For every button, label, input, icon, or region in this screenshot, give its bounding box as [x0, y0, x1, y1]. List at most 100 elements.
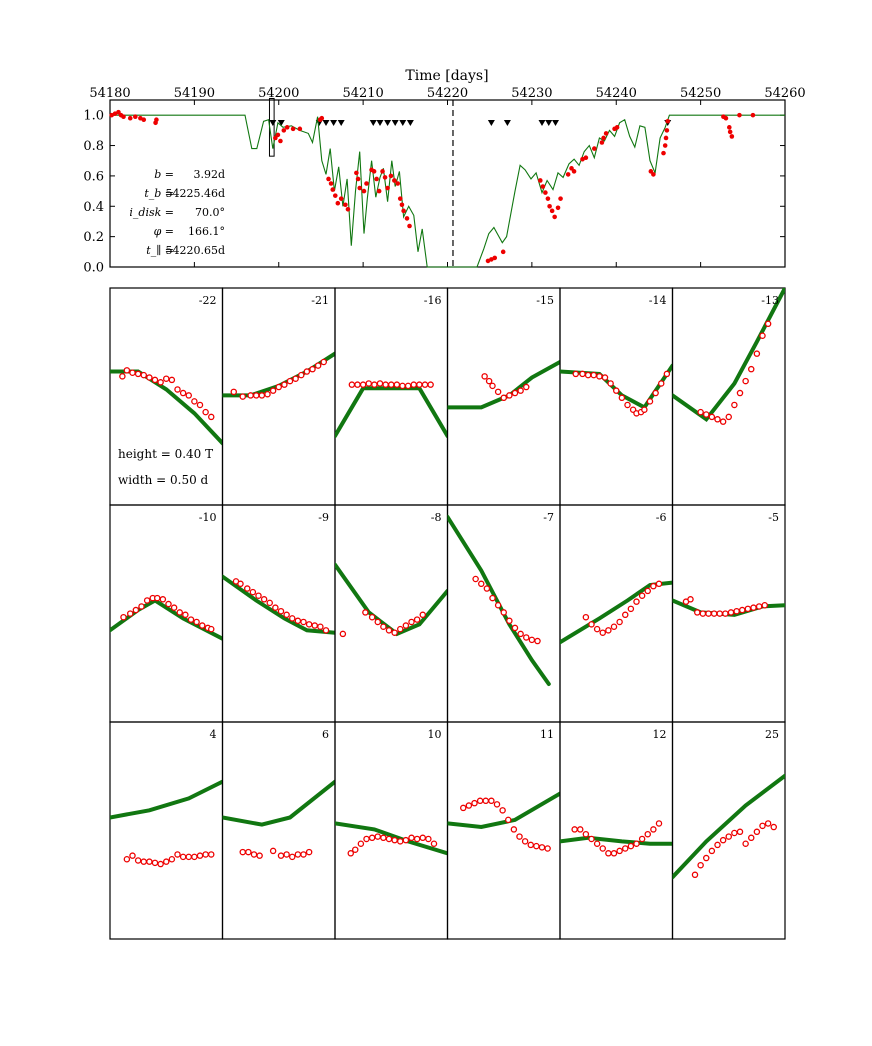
panel-label: -7	[543, 511, 554, 524]
panel-observation	[294, 851, 302, 858]
panel-observation	[157, 379, 164, 386]
panel-observation	[363, 835, 370, 843]
panel-frame	[446, 721, 561, 940]
panel-observation	[644, 587, 652, 595]
eclipse-marker	[384, 120, 392, 126]
panel-observation	[123, 367, 131, 374]
observation-point	[326, 176, 331, 182]
panel-observation	[237, 580, 244, 588]
x-axis-label: Time [days]	[405, 68, 488, 84]
x-tick-labels: 54180 54190 54200 54210 54220 54230 54240 54250…	[89, 86, 806, 267]
panel-observation	[230, 388, 237, 396]
eclipse-marker	[369, 120, 377, 126]
y-tick-label: 0.4	[83, 200, 104, 215]
panel-observation	[174, 386, 181, 393]
zoom-panel: -10	[109, 504, 224, 723]
panel-observation	[198, 622, 206, 629]
panel-observation	[633, 598, 640, 605]
panel-observation	[489, 594, 496, 602]
observation-point	[538, 178, 543, 183]
panel-label: -22	[199, 294, 217, 307]
observation-point	[361, 188, 367, 194]
zoom-panel: -13	[671, 287, 786, 506]
panel-observation	[151, 859, 159, 867]
param-label: t_b =	[144, 187, 174, 200]
panel-observation	[708, 413, 716, 421]
observation-point	[319, 115, 325, 121]
panel-observation	[202, 408, 209, 416]
panel-observation	[134, 857, 142, 864]
panel-observation	[368, 613, 376, 621]
light-curve-frame	[109, 99, 786, 268]
panel-observation	[504, 816, 512, 824]
panel-observation	[616, 847, 623, 855]
panel-observation	[593, 840, 601, 847]
panel-label: -21	[311, 294, 329, 307]
panel-observation	[618, 394, 626, 402]
panel-observation	[593, 625, 601, 633]
panel-observation	[607, 380, 614, 387]
panel-observation	[687, 596, 694, 603]
panel-observation	[650, 826, 657, 833]
panel-observation	[387, 381, 395, 388]
panel-observation	[725, 413, 733, 421]
panel-observation	[538, 844, 546, 851]
panel-observation	[348, 381, 356, 388]
panel-observation	[708, 847, 716, 855]
panel-observation	[396, 838, 404, 845]
panel-observation	[196, 401, 204, 409]
panel-observation	[624, 401, 631, 409]
panel-observation	[385, 627, 393, 634]
zoom-panel: -16	[334, 287, 449, 506]
observation-point	[555, 205, 561, 211]
panel-observation	[119, 373, 126, 380]
y-tick-label: 1.0	[83, 109, 104, 124]
fit-parameters: b = 3.92d t_b =54225.46d i_disk = 70.0° φ = 16…	[129, 168, 225, 257]
observation-point	[737, 112, 742, 118]
observation-point	[727, 129, 733, 135]
panel-label: -16	[424, 294, 442, 307]
panel-observation	[430, 840, 438, 847]
observation-point	[343, 202, 348, 208]
observation-point	[603, 131, 609, 136]
observations	[109, 109, 756, 264]
panel-observation	[281, 381, 288, 388]
panel-label: 12	[653, 728, 667, 741]
scale-height-label: height = 0.40 T	[118, 447, 213, 461]
panel-observation	[174, 851, 181, 858]
panel-frame	[559, 287, 674, 506]
panel-observation	[309, 365, 316, 373]
panel-observation	[162, 858, 170, 865]
panel-frame	[221, 721, 336, 940]
observation-point	[281, 128, 287, 133]
panel-observation	[731, 401, 738, 409]
observation-point	[665, 118, 671, 124]
observation-point	[401, 208, 406, 214]
panel-observation	[191, 398, 198, 405]
panel-observation	[300, 618, 307, 626]
panel-observation	[510, 826, 518, 833]
zoom-panel: -6	[559, 504, 674, 723]
panel-observation	[416, 381, 423, 388]
observation-point	[664, 128, 670, 133]
panel-model-curve	[672, 288, 785, 423]
panel-observation	[511, 624, 519, 632]
panel-observation	[533, 842, 540, 850]
panel-observation	[153, 594, 161, 602]
panel-observation	[753, 350, 761, 357]
param-value: 54225.46d	[165, 187, 225, 200]
y-tick-label: 0.6	[83, 169, 104, 184]
panel-observation	[646, 398, 654, 405]
panel-observation	[613, 387, 620, 394]
panel-observation	[380, 623, 387, 630]
panel-observation	[292, 375, 299, 382]
panel-model-curve	[110, 369, 223, 446]
panel-observation	[759, 822, 766, 830]
eclipse-marker	[399, 120, 407, 126]
panel-model-curve	[560, 835, 673, 846]
panel-observation	[590, 371, 598, 379]
panel-observation	[185, 392, 192, 399]
panel-observation	[650, 582, 657, 590]
observation-point	[335, 200, 341, 206]
